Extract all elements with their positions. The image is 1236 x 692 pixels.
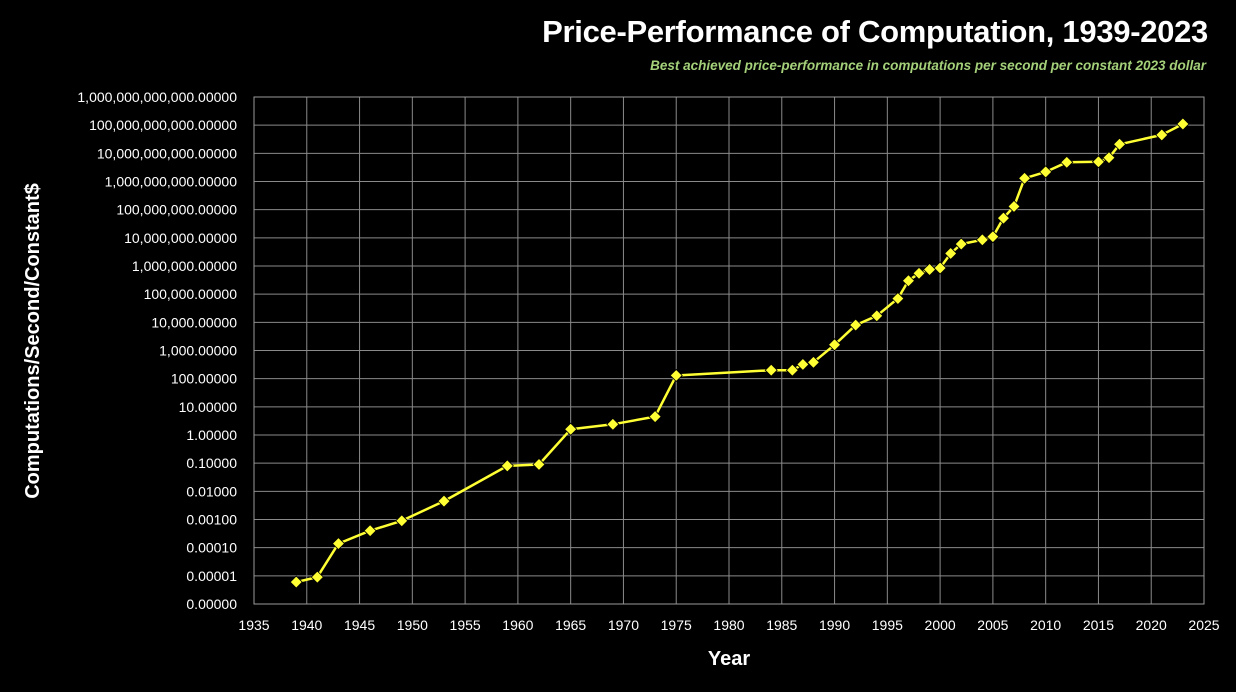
x-tick-label: 1990 — [819, 617, 850, 633]
x-axis-ticks: 1935 1940 1945 1950 1955 1960 1965 1970 1975 1980… — [238, 617, 1219, 633]
data-point — [901, 274, 916, 288]
series-line — [295, 122, 1184, 584]
data-point — [1112, 137, 1127, 151]
data-point — [669, 368, 683, 383]
data-point — [954, 237, 968, 251]
data-point — [996, 211, 1011, 225]
data-point — [1060, 155, 1074, 169]
chart-subtitle: Best achieved price-performance in compu… — [650, 58, 1206, 73]
data-point — [395, 514, 409, 528]
data-point — [532, 457, 546, 472]
x-tick-label: 2010 — [1030, 617, 1061, 633]
chart-title: Price-Performance of Computation, 1939-2… — [542, 14, 1208, 49]
data-point — [310, 570, 324, 584]
data-point — [1039, 165, 1053, 179]
data-point — [922, 262, 937, 277]
data-point — [785, 363, 799, 377]
y-axis-title: Computations/Second/Constant$ — [22, 183, 44, 499]
x-tick-label: 1950 — [397, 617, 428, 633]
data-point — [975, 233, 989, 247]
data-point — [912, 266, 926, 280]
data-point — [500, 459, 514, 473]
y-tick-label: 0.10000 — [186, 455, 237, 471]
y-tick-label: 1,000,000,000.00000 — [105, 174, 238, 190]
y-tick-label: 1,000,000,000,000.00000 — [77, 89, 237, 105]
x-tick-label: 1935 — [238, 617, 269, 633]
x-tick-label: 2005 — [977, 617, 1008, 633]
x-tick-label: 1980 — [713, 617, 744, 633]
x-tick-label: 2015 — [1083, 617, 1114, 633]
data-point — [806, 355, 821, 369]
x-tick-label: 2020 — [1136, 617, 1167, 633]
x-tick-label: 1955 — [450, 617, 481, 633]
grid — [253, 96, 1205, 605]
data-point — [891, 291, 905, 306]
data-point — [1017, 171, 1032, 185]
data-point — [437, 494, 451, 508]
y-tick-label: 1,000,000.00000 — [132, 258, 237, 274]
data-point — [1155, 128, 1169, 142]
plot-area-border — [253, 96, 1205, 605]
x-tick-label: 1960 — [502, 617, 533, 633]
x-tick-label: 1965 — [555, 617, 586, 633]
x-tick-label: 1995 — [872, 617, 903, 633]
data-point — [363, 524, 377, 538]
data-point — [1176, 117, 1190, 131]
data-point — [933, 261, 947, 275]
y-tick-label: 10,000,000.00000 — [124, 230, 237, 246]
y-tick-label: 10.00000 — [179, 399, 238, 415]
y-tick-label: 0.01000 — [186, 483, 237, 499]
x-tick-label: 1975 — [661, 617, 692, 633]
y-tick-label: 10,000,000,000.00000 — [97, 145, 237, 161]
data-point — [606, 417, 620, 431]
y-tick-label: 0.00000 — [186, 596, 237, 612]
x-tick-label: 1940 — [291, 617, 322, 633]
y-tick-label: 10,000.00000 — [151, 314, 237, 330]
data-point — [986, 230, 1000, 244]
x-tick-label: 2000 — [925, 617, 956, 633]
data-point — [944, 246, 958, 260]
y-tick-label: 0.00100 — [186, 512, 237, 528]
y-tick-label: 1,000.00000 — [159, 343, 237, 359]
x-tick-label: 2025 — [1188, 617, 1219, 633]
x-tick-label: 1985 — [766, 617, 797, 633]
data-point — [1007, 199, 1021, 214]
data-point — [289, 575, 303, 589]
data-point — [827, 338, 842, 352]
data-point — [564, 422, 578, 436]
data-point — [796, 357, 810, 372]
y-tick-label: 1.00000 — [186, 427, 237, 443]
y-tick-label: 0.00010 — [186, 540, 237, 556]
data-point — [1102, 151, 1116, 165]
data-point — [849, 318, 863, 332]
y-tick-label: 100,000,000,000.00000 — [89, 117, 237, 133]
x-axis-title: Year — [708, 648, 750, 670]
data-point — [648, 410, 662, 424]
series — [289, 117, 1190, 589]
data-point — [1091, 155, 1106, 169]
y-tick-label: 0.00001 — [186, 568, 237, 584]
y-axis-ticks: 0.00000 0.00001 0.00010 0.00100 0.01000 0.100… — [77, 89, 237, 612]
data-point — [764, 363, 778, 377]
x-tick-label: 1945 — [344, 617, 375, 633]
y-tick-label: 100.00000 — [171, 371, 237, 387]
y-tick-label: 100,000.00000 — [144, 286, 238, 302]
x-tick-label: 1970 — [608, 617, 639, 633]
data-point — [870, 309, 884, 323]
y-tick-label: 100,000,000.00000 — [116, 202, 237, 218]
data-point — [331, 536, 346, 551]
